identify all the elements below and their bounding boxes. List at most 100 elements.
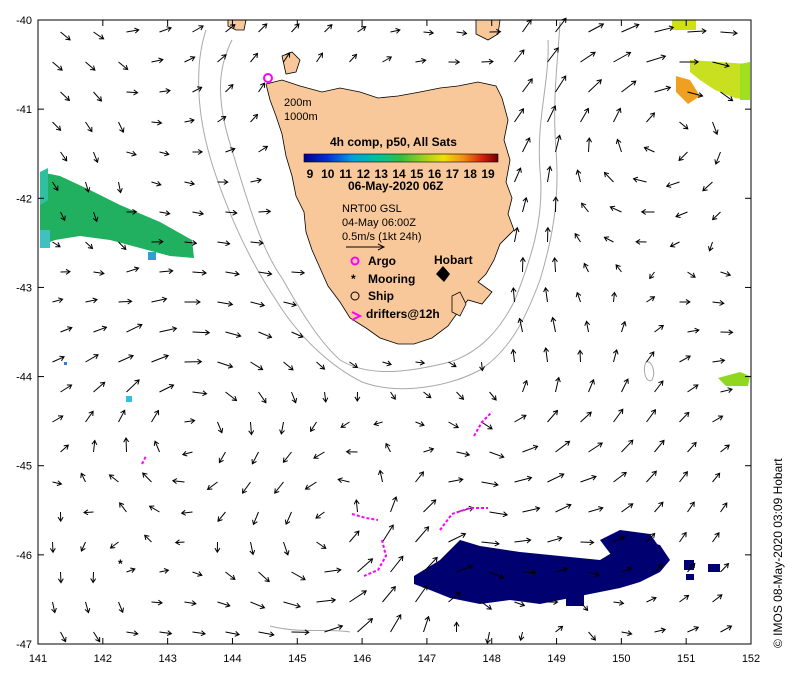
current-arrow: [250, 113, 259, 123]
current-arrow: [510, 286, 517, 303]
current-arrow: [337, 477, 350, 484]
current-arrow: [206, 481, 218, 490]
current-arrow: [291, 571, 306, 581]
current-arrow: [52, 480, 63, 487]
current-arrow: [543, 286, 549, 303]
current-arrow: [60, 91, 71, 102]
current-arrow: [456, 564, 474, 573]
current-arrow: [687, 271, 696, 278]
current-arrow: [109, 541, 119, 549]
lat-tick-label: -42: [16, 193, 32, 205]
current-source: NRT00 GSL: [342, 203, 402, 215]
current-arrow: [546, 165, 553, 183]
lat-tick-label: -40: [16, 15, 32, 27]
current-arrow: [448, 421, 460, 429]
colorbar-tick-label: 12: [357, 167, 371, 181]
current-arrow: [258, 208, 272, 215]
current-arrow: [580, 539, 595, 546]
lon-tick-label: 143: [158, 653, 176, 665]
sst-patch-south: [414, 530, 720, 606]
current-arrow: [159, 326, 178, 333]
current-arrow: [225, 24, 236, 33]
current-arrow: [687, 91, 704, 98]
current-arrow: [382, 585, 396, 603]
current-arrow: [49, 541, 56, 554]
current-arrow: [291, 331, 304, 339]
contour-label-200m: 200m: [284, 97, 312, 109]
current-arrow: [93, 381, 106, 393]
drifter-track-4: [439, 507, 488, 531]
current-arrow: [324, 624, 344, 633]
current-arrow: [580, 107, 590, 123]
current-arrow: [126, 89, 139, 96]
current-arrow: [415, 421, 425, 427]
current-arrow: [93, 325, 108, 333]
lon-tick-label: 146: [353, 653, 371, 665]
sst-patch-east: [718, 372, 750, 386]
current-arrow: [678, 151, 688, 162]
legend-drifters-label: drifters@12h: [366, 307, 440, 321]
colorbar-tick-label: 19: [481, 167, 495, 181]
current-arrow: [613, 600, 625, 606]
current-arrow: [192, 25, 204, 33]
current-arrow: [687, 441, 697, 453]
current-arrow: [675, 211, 688, 218]
current-arrow: [315, 511, 325, 519]
current-arrow: [184, 299, 201, 305]
current-arrow: [514, 601, 526, 607]
current-arrow: [159, 150, 170, 157]
current-arrow: [646, 296, 656, 303]
current-arrow: [586, 137, 593, 153]
legend-drifters: drifters@12h: [351, 307, 440, 321]
current-arrow: [108, 474, 119, 483]
current-arrow: [481, 601, 492, 610]
current-arrow: [60, 151, 68, 162]
current-arrow: [621, 630, 633, 637]
current-arrow: [513, 226, 520, 243]
current-arrow: [250, 177, 263, 184]
symbol-legend: Argo * Mooring Ship drifters@12h: [350, 254, 440, 321]
current-arrow: [250, 301, 266, 308]
lon-tick-label: 141: [29, 653, 47, 665]
current-arrow: [252, 511, 259, 526]
current-arrow: [522, 78, 533, 93]
current-date: 04-May 06:00Z: [342, 217, 416, 229]
current-arrow: [555, 134, 562, 153]
current-arrow: [291, 629, 310, 636]
current-arrow: [118, 601, 124, 614]
lon-tick-label: 151: [677, 653, 695, 665]
current-arrow: [218, 451, 226, 464]
current-arrow: [588, 571, 601, 577]
current-arrow: [192, 269, 208, 276]
current-arrow: [274, 481, 284, 494]
current-arrow: [151, 57, 164, 64]
current-arrow: [518, 631, 525, 642]
current-arrow: [423, 556, 438, 573]
current-arrow: [92, 211, 99, 223]
current-arrow: [390, 555, 404, 573]
current-arrow: [248, 421, 255, 436]
current-arrow: [603, 171, 614, 183]
current-arrow: [279, 421, 285, 435]
current-arrow: [448, 59, 461, 65]
current-arrow: [489, 571, 505, 580]
current-arrow: [702, 181, 713, 192]
current-arrow: [60, 384, 73, 393]
lon-tick-label: 142: [94, 653, 112, 665]
lon-tick-label: 152: [742, 653, 760, 665]
current-arrow: [552, 196, 559, 213]
current-arrow: [52, 121, 62, 131]
current-arrow: [588, 442, 603, 453]
current-arrow: [543, 346, 550, 363]
current-arrow: [423, 615, 431, 633]
current-arrow: [720, 91, 734, 102]
current-arrow: [679, 121, 689, 130]
current-arrow: [415, 58, 427, 64]
current-arrow: [93, 91, 103, 102]
current-arrow: [85, 61, 96, 71]
current-arrow: [151, 599, 164, 606]
contour-label-1000m: 1000m: [284, 111, 318, 123]
current-arrow: [225, 209, 238, 216]
current-arrow: [382, 56, 393, 63]
current-arrow: [547, 47, 559, 63]
